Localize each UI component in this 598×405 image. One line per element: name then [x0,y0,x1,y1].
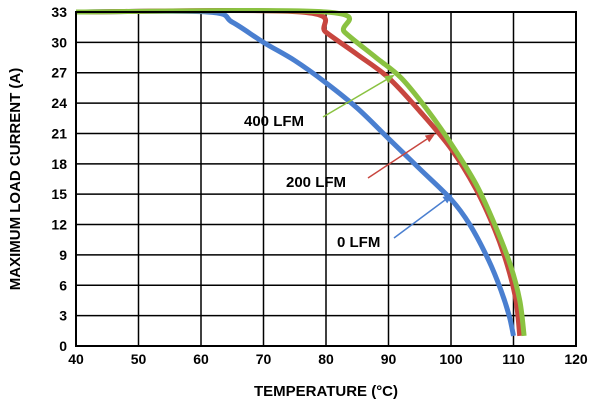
annotation-label-400-lfm: 400 LFM [244,113,304,130]
y-tick-label: 15 [51,186,67,202]
y-tick-label: 30 [51,34,67,50]
y-axis-label: MAXIMUM LOAD CURRENT (A) [7,68,24,290]
annotation-arrow-0-lfm [393,199,446,239]
y-tick-label: 12 [51,217,67,233]
y-tick-label: 18 [51,156,67,172]
annotation-arrow-200-lfm [367,138,428,179]
y-tick-label: 21 [51,125,67,141]
annotation-arrowhead-0-lfm [442,194,453,204]
annotation-arrow-400-lfm [322,79,387,118]
x-tick-labels: 40 50 60 70 80 90 100 110 120 [68,351,588,367]
y-tick-label: 33 [51,4,67,20]
x-tick-label: 50 [131,351,147,367]
series-lines [75,8,527,337]
series-line-0-lfm [75,8,516,337]
series-line-400-lfm [75,8,527,337]
x-tick-label: 60 [193,351,209,367]
annotations: 400 LFM 200 LFM 0 LFM [244,74,453,251]
y-tick-label: 3 [59,308,67,324]
annotation-label-0-lfm: 0 LFM [337,234,380,251]
annotation-label-200-lfm: 200 LFM [286,174,346,191]
y-tick-label: 27 [51,65,67,81]
y-tick-labels: 0 3 6 9 12 15 18 21 24 27 30 33 [51,4,67,354]
x-tick-label: 80 [318,351,334,367]
x-tick-label: 100 [439,351,463,367]
x-axis-label: TEMPERATURE (°C) [254,383,398,400]
annotation-arrowhead-200-lfm [424,133,436,143]
x-tick-label: 90 [381,351,397,367]
x-tick-label: 120 [564,351,588,367]
annotation-arrowhead-400-lfm [384,74,395,84]
y-tick-label: 6 [59,277,67,293]
y-tick-label: 24 [51,95,67,111]
plot-frame [75,11,577,347]
x-tick-label: 110 [502,351,525,367]
y-tick-label: 0 [59,338,67,354]
x-tick-label: 40 [68,351,84,367]
y-tick-label: 9 [59,247,67,263]
x-tick-label: 70 [256,351,272,367]
